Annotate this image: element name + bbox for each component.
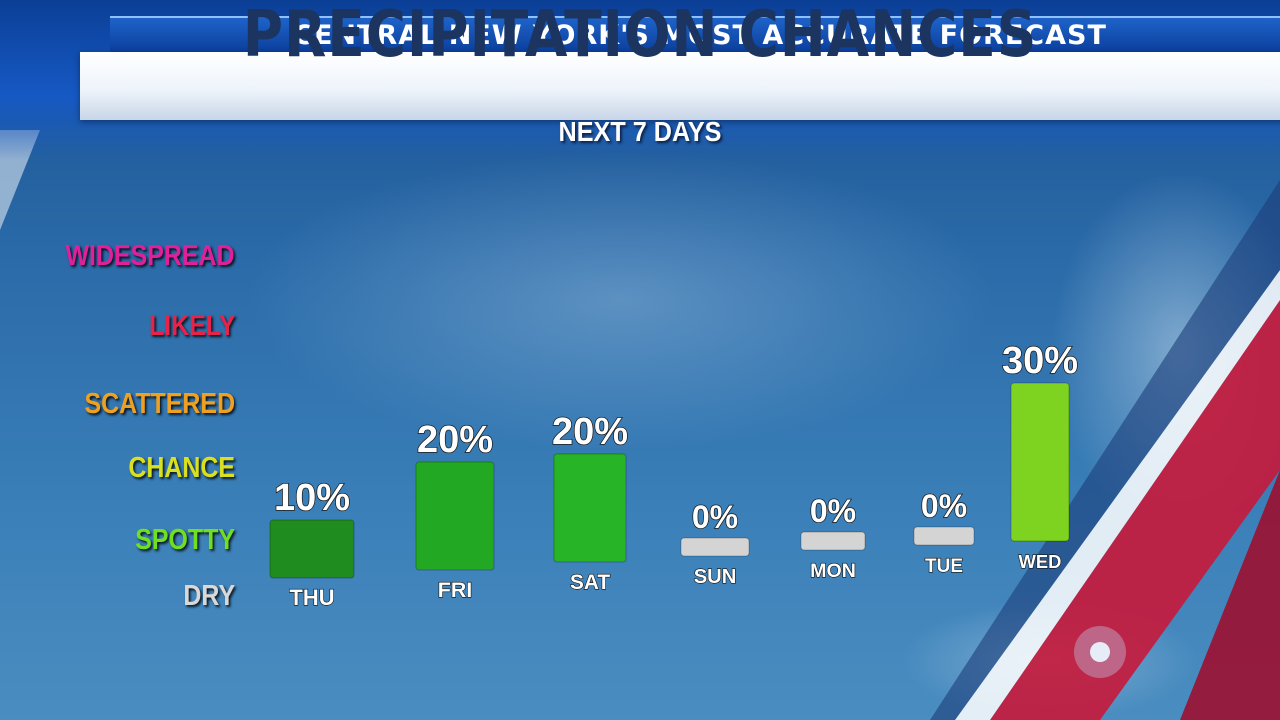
value-label-wed: 30%	[1002, 340, 1078, 382]
day-label-sun: SUN	[694, 566, 737, 588]
bar-wed	[1010, 382, 1070, 542]
value-label-fri: 20%	[417, 419, 493, 461]
day-label-mon: MON	[810, 560, 856, 582]
background-cloud	[240, 150, 1000, 450]
bar-tue	[913, 526, 975, 546]
level-label-likely: LIKELY	[148, 310, 235, 342]
day-label-sat: SAT	[570, 571, 610, 594]
value-label-tue: 0%	[921, 488, 967, 524]
tagline-bar: CENTRAL NEW YORK'S MOST ACCURATE FORECAS…	[110, 16, 1280, 52]
value-label-sat: 20%	[552, 411, 628, 453]
level-label-chance: CHANCE	[128, 452, 235, 484]
value-label-sun: 0%	[692, 499, 738, 535]
bar-thu	[269, 519, 355, 579]
day-label-thu: THU	[289, 585, 334, 610]
subtitle: NEXT 7 DAYS	[558, 116, 722, 147]
bar-fri	[415, 461, 495, 571]
day-label-fri: FRI	[438, 578, 472, 602]
tagline: CENTRAL NEW YORK'S MOST ACCURATE FORECAS…	[293, 20, 1107, 51]
level-label-spotty: SPOTTY	[135, 524, 235, 556]
day-label-wed: WED	[1019, 551, 1062, 572]
bar-sun	[680, 537, 750, 557]
page-title: PRECIPITATION CHANCES	[242, 0, 1038, 72]
bar-sat	[553, 453, 627, 563]
level-label-scattered: SCATTERED	[84, 388, 235, 420]
day-label-tue: TUE	[925, 556, 963, 577]
value-label-thu: 10%	[274, 477, 350, 519]
bar-mon	[800, 531, 866, 551]
level-label-dry: DRY	[183, 580, 235, 612]
title-bar	[80, 52, 1280, 120]
level-label-widespread: WIDESPREAD	[65, 240, 235, 272]
value-label-mon: 0%	[810, 493, 856, 529]
